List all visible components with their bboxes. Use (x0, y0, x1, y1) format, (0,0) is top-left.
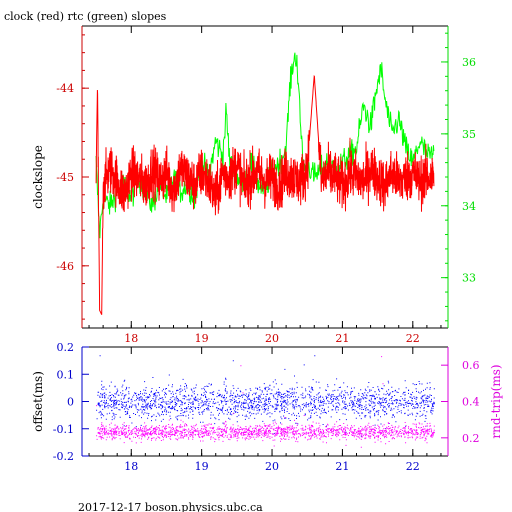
top-x-tick-label: 21 (335, 332, 349, 345)
bottom-x-tick-label: 19 (195, 460, 209, 473)
footer-text: 2017-12-17 boson.physics.ubc.ca (78, 501, 263, 512)
top-x-tick-label: 19 (195, 332, 209, 345)
top-left-y-tick-label: -44 (56, 82, 74, 95)
bottom-left-y-tick-label: 0.2 (57, 341, 75, 354)
bottom-left-y-tick-label: -0.1 (53, 423, 74, 436)
bottom-left-axis-label: offset(ms) (31, 371, 45, 432)
bottom-x-tick-label: 18 (124, 460, 138, 473)
chart-title: clock (red) rtc (green) slopes (4, 10, 167, 23)
top-right-y-tick-label: 36 (462, 56, 476, 69)
bottom-right-y-tick-label: 0.4 (462, 396, 480, 409)
clock-series-line (95, 74, 435, 315)
bottom-x-tick-label: 22 (406, 460, 420, 473)
top-y-axis-label: clockslope (31, 145, 45, 209)
bottom-right-y-tick-label: 0.6 (462, 359, 480, 372)
top-right-y-tick-label: 33 (462, 272, 476, 285)
bottom-x-tick-label: 21 (335, 460, 349, 473)
top-left-y-tick-label: -46 (56, 260, 74, 273)
top-x-tick-label: 20 (265, 332, 279, 345)
bottom-left-y-tick-label: 0.1 (57, 368, 75, 381)
top-right-y-tick-label: 34 (462, 200, 476, 213)
top-x-tick-label: 22 (406, 332, 420, 345)
offset-scatter-points (96, 355, 435, 437)
top-right-y-tick-label: 35 (462, 128, 476, 141)
bottom-right-axis-label: rnd-trip(ms) (489, 364, 503, 438)
top-x-tick-label: 18 (124, 332, 138, 345)
rndtrip-scatter-points (96, 356, 435, 448)
bottom-x-tick-label: 20 (265, 460, 279, 473)
bottom-left-y-tick-label: -0.2 (53, 450, 74, 463)
bottom-left-y-tick-label: 0 (67, 396, 74, 409)
top-left-y-tick-label: -45 (56, 171, 74, 184)
bottom-right-y-tick-label: 0.2 (462, 432, 480, 445)
